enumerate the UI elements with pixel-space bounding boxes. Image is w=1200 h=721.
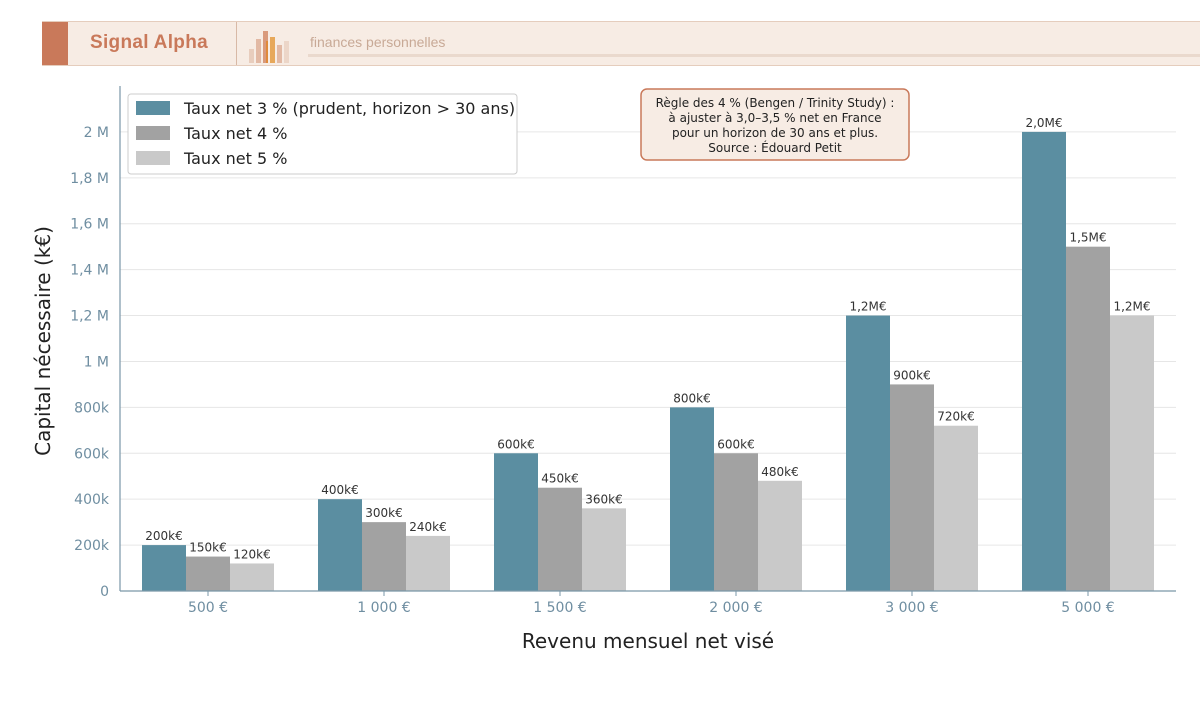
bar [538, 487, 582, 591]
y-tick-label: 1,4 M [70, 263, 109, 279]
legend-box [127, 93, 518, 175]
y-tick-label: 0 [100, 584, 109, 600]
bar-value-label: 450k€ [541, 472, 579, 486]
axes: 0 200k 400k 600k 800k 1 M 1,2 M 1,4 M 1,6 M 1,8 M… [70, 86, 1176, 616]
bar-value-label: 240k€ [409, 520, 447, 534]
brand-color-swatch [42, 22, 68, 65]
x-tick-label: 2 000 € [709, 600, 762, 616]
bar [1110, 315, 1154, 591]
bar-value-label: 800k€ [673, 391, 711, 405]
y-tick-label: 2 M [84, 125, 109, 141]
bar [230, 563, 274, 591]
y-tick-label: 1,2 M [70, 309, 109, 325]
bar [318, 499, 362, 591]
annotation-line: pour un horizon de 30 ans et plus. [672, 126, 878, 140]
data-labels: 200k€ 150k€ 120k€ 400k€ 300k€ 240k€ 600k€ 450k€… [145, 116, 1150, 562]
bar [582, 508, 626, 591]
bar-value-label: 2,0M€ [1025, 116, 1062, 130]
bar [362, 522, 406, 591]
x-tick-label: 5 000 € [1061, 600, 1114, 616]
bar [494, 453, 538, 591]
legend-label: Taux net 4 % [183, 124, 287, 143]
bar [142, 545, 186, 591]
x-tick-label: 1 500 € [533, 600, 586, 616]
bar-value-label: 480k€ [761, 465, 799, 479]
bar-value-label: 600k€ [497, 437, 535, 451]
brand-underline [308, 54, 1200, 57]
y-tick-label: 400k [74, 492, 110, 508]
bar-value-label: 1,2M€ [1113, 300, 1150, 314]
gridlines [120, 131, 1176, 546]
bar-value-label: 1,5M€ [1069, 231, 1106, 245]
annotation-line: à ajuster à 3,0–3,5 % net en France [668, 111, 881, 125]
bar-value-label: 200k€ [145, 529, 183, 543]
bar-value-label: 1,2M€ [849, 300, 886, 314]
annotation-box: Règle des 4 % (Bengen / Trinity Study) :… [640, 88, 910, 161]
x-tick-label: 3 000 € [885, 600, 938, 616]
legend-label: Taux net 5 % [183, 149, 287, 168]
x-axis-title: Revenu mensuel net visé [522, 629, 774, 653]
bar [846, 315, 890, 591]
brand-divider [236, 22, 237, 65]
bar-value-label: 900k€ [893, 368, 931, 382]
bar-value-label: 300k€ [365, 506, 403, 520]
bars [142, 131, 1154, 591]
y-tick-label: 1,6 M [70, 217, 109, 233]
bar [714, 453, 758, 591]
y-tick-label: 200k [74, 538, 110, 554]
y-tick-label: 1 M [84, 354, 109, 370]
legend-swatch [136, 126, 170, 140]
y-tick-label: 600k [74, 446, 110, 462]
bar-chart-logo-icon [249, 31, 289, 63]
brand-banner: Signal Alpha finances personnelles [42, 21, 1200, 66]
bar-value-label: 600k€ [717, 437, 755, 451]
bar-value-label: 720k€ [937, 410, 975, 424]
legend: Taux net 3 % (prudent, horizon > 30 ans)… [127, 93, 518, 175]
annotation-frame [640, 88, 910, 161]
brand-name: Signal Alpha [90, 32, 208, 53]
legend-swatch [136, 151, 170, 165]
bar [186, 556, 230, 591]
brand-tagline: finances personnelles [310, 34, 446, 50]
bar [1066, 246, 1110, 591]
bar-value-label: 120k€ [233, 547, 271, 561]
bar [1022, 131, 1066, 591]
bar-value-label: 150k€ [189, 541, 227, 555]
bar [758, 480, 802, 591]
annotation-line: Source : Édouard Petit [708, 140, 842, 155]
x-tick-label: 1 000 € [357, 600, 410, 616]
y-tick-label: 800k [74, 400, 110, 416]
annotation-line: Règle des 4 % (Bengen / Trinity Study) : [656, 96, 895, 110]
bar-value-label: 400k€ [321, 483, 359, 497]
bar-value-label: 360k€ [585, 492, 623, 506]
bar [934, 425, 978, 591]
bar [406, 535, 450, 591]
y-tick-label: 1,8 M [70, 171, 109, 187]
x-tick-label: 500 € [188, 600, 228, 616]
bar [670, 407, 714, 591]
y-axis-title: Capital nécessaire (k€) [31, 226, 55, 456]
legend-swatch [136, 101, 170, 115]
bar [890, 384, 934, 591]
legend-label: Taux net 3 % (prudent, horizon > 30 ans) [183, 99, 515, 118]
